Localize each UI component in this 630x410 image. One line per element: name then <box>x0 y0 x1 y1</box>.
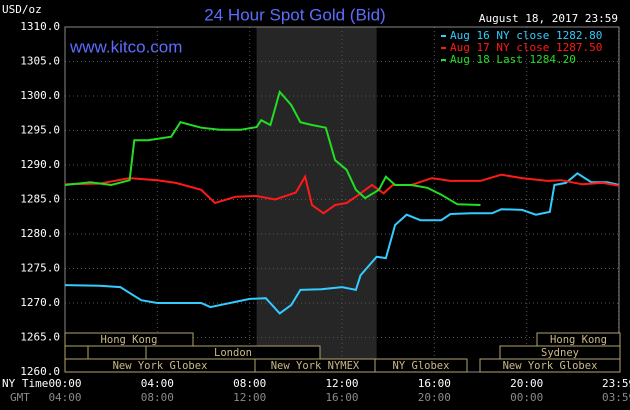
x-tick-label: 12:00 <box>325 377 358 390</box>
y-tick-label: 1285.0 <box>20 193 60 206</box>
session-box <box>64 345 89 360</box>
series-line <box>64 89 481 206</box>
x2-tick-label: 08:00 <box>141 391 174 404</box>
x-tick-label: 16:00 <box>418 377 451 390</box>
x-axis-label: NY Time <box>2 377 48 390</box>
y-tick-label: 1310.0 <box>20 20 60 33</box>
x2-tick-label: 20:00 <box>418 391 451 404</box>
session-label: New York Globex <box>113 360 208 372</box>
y-tick-label: 1295.0 <box>20 124 60 137</box>
legend-label: Aug 18 Last 1284.20 <box>450 53 576 66</box>
x-tick-label: 00:00 <box>48 377 81 390</box>
y-tick-label: 1305.0 <box>20 55 60 68</box>
y-tick-label: 1280.0 <box>20 227 60 240</box>
x2-tick-label: 16:00 <box>325 391 358 404</box>
y-tick-label: 1275.0 <box>20 262 60 275</box>
site-label: www.kitco.com <box>69 37 182 56</box>
session-box <box>374 358 468 373</box>
session-label: New York Globex <box>503 360 598 372</box>
session-label: NY Globex <box>393 360 450 372</box>
session-label: Hong Kong <box>101 334 158 346</box>
x2-axis-label: GMT <box>10 391 30 404</box>
session-label: New York NYMEX <box>271 360 360 372</box>
chart-title: 24 Hour Spot Gold (Bid) <box>204 5 385 24</box>
series-line <box>64 173 620 215</box>
series-line <box>64 172 620 315</box>
y-tick-label: 1260.0 <box>20 365 60 378</box>
x-tick-label: 20:00 <box>510 377 543 390</box>
x-tick-label: 23:59 <box>602 377 630 390</box>
y-tick-label: 1300.0 <box>20 89 60 102</box>
legend-label: Aug 16 NY close 1282.80 <box>450 29 602 42</box>
x-tick-label: 08:00 <box>233 377 266 390</box>
x2-tick-label: 00:00 <box>510 391 543 404</box>
y-tick-label: 1290.0 <box>20 158 60 171</box>
y-axis-label: USD/oz <box>2 3 42 16</box>
session-label: Sydney <box>541 347 579 359</box>
session-label: London <box>214 347 252 359</box>
y-tick-label: 1265.0 <box>20 331 60 344</box>
legend-label: Aug 17 NY close 1287.50 <box>450 41 602 54</box>
x-tick-label: 04:00 <box>141 377 174 390</box>
x2-tick-label: 04:00 <box>48 391 81 404</box>
x2-tick-label: 03:59 <box>602 391 630 404</box>
session-box <box>64 332 194 347</box>
session-label: Hong Kong <box>550 334 607 346</box>
x2-tick-label: 12:00 <box>233 391 266 404</box>
session-box <box>536 332 621 347</box>
y-tick-label: 1270.0 <box>20 296 60 309</box>
timestamp: August 18, 2017 23:59 <box>479 12 618 25</box>
